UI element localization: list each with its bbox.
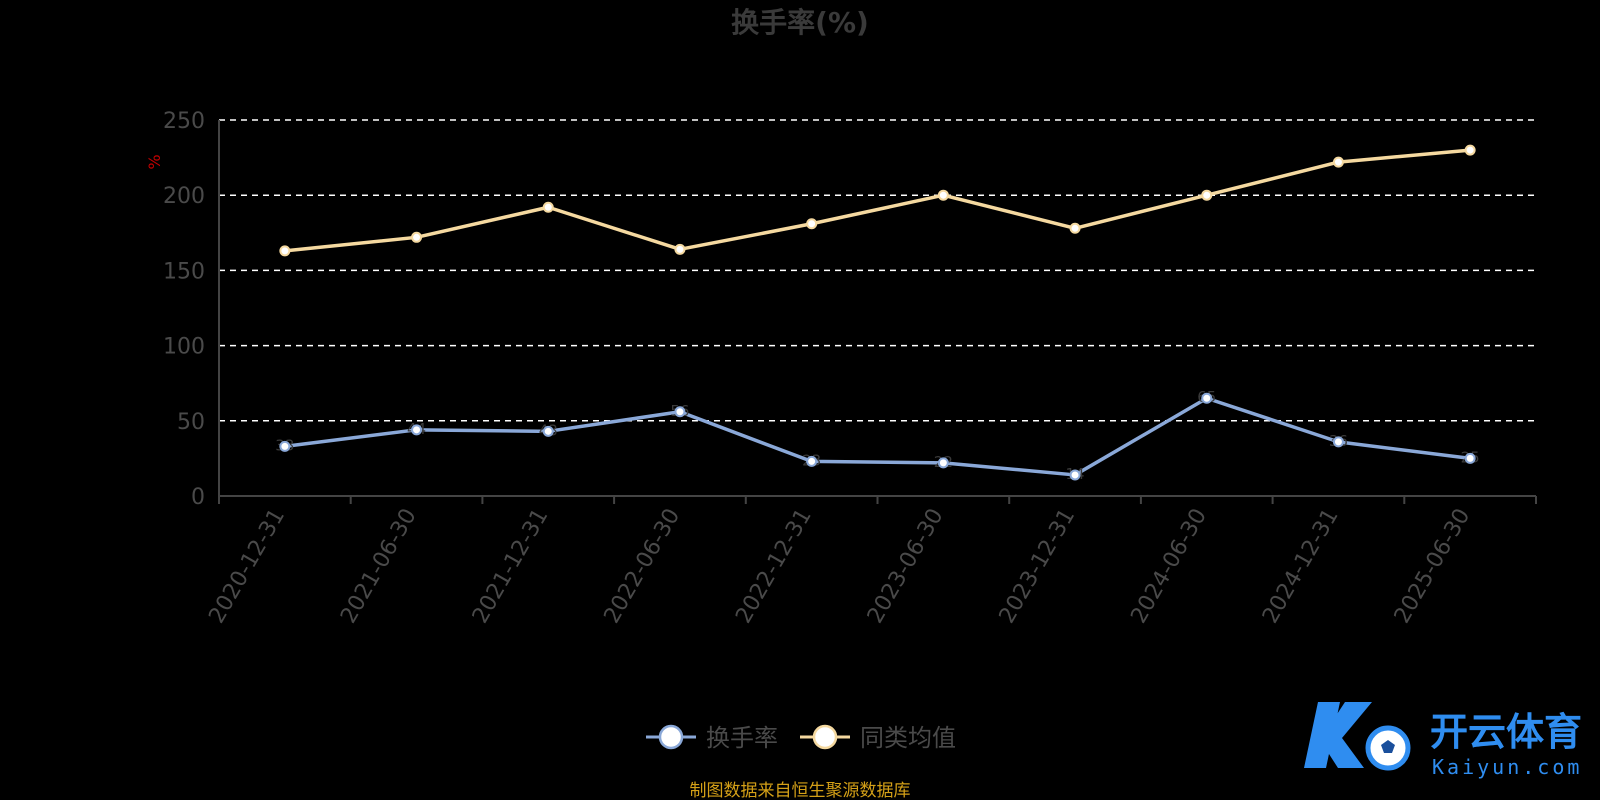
x-tick-label: 2023-06-30	[863, 505, 949, 628]
y-tick-label: 0	[191, 485, 205, 510]
y-axis-ticks: 0 50 100 150 200 250	[163, 109, 205, 510]
data-point[interactable]	[937, 189, 949, 201]
source-note: 制图数据来自恒生聚源数据库	[690, 781, 911, 800]
data-point[interactable]	[411, 424, 423, 436]
data-point[interactable]	[806, 218, 818, 230]
legend-marker	[658, 724, 684, 750]
y-tick-label: 200	[163, 184, 205, 209]
data-point[interactable]	[1201, 189, 1213, 201]
series-line	[284, 396, 1471, 477]
data-point[interactable]	[1069, 222, 1081, 234]
series-layer: 33444356232214653625	[275, 144, 1480, 483]
legend: 换手率 同类均值	[646, 724, 956, 752]
y-tick-label: 150	[163, 259, 205, 284]
y-axis-unit: %	[145, 154, 164, 169]
watermark-main-text: 开云体育	[1430, 710, 1582, 754]
data-point[interactable]	[1201, 392, 1213, 404]
y-tick-label: 250	[163, 109, 205, 134]
x-tick-label: 2021-12-31	[468, 505, 554, 628]
data-point[interactable]	[806, 455, 818, 467]
legend-item[interactable]: 换手率	[646, 724, 778, 752]
data-point[interactable]	[542, 425, 554, 437]
x-tick-label: 2024-12-31	[1258, 505, 1344, 628]
data-point[interactable]	[1332, 436, 1344, 448]
data-point[interactable]	[674, 406, 686, 418]
y-tick-label: 100	[163, 335, 205, 360]
legend-label: 换手率	[706, 724, 778, 752]
x-tick-label: 2020-12-31	[204, 505, 290, 628]
x-tick-label: 2022-12-31	[731, 505, 817, 628]
data-point[interactable]	[279, 440, 291, 452]
data-point[interactable]	[542, 201, 554, 213]
data-point[interactable]	[411, 231, 423, 243]
data-point[interactable]	[1069, 469, 1081, 481]
x-axis-ticks: 2020-12-31 2021-06-30 2021-12-31 2022-06-30…	[204, 496, 1537, 628]
legend-marker	[812, 724, 838, 750]
logo-k-icon	[1304, 702, 1372, 768]
x-tick-label: 2021-06-30	[336, 505, 422, 628]
data-point[interactable]	[937, 457, 949, 469]
series-line	[284, 148, 1471, 253]
x-tick-label: 2024-06-30	[1126, 505, 1212, 628]
data-point[interactable]	[674, 243, 686, 255]
legend-item[interactable]: 同类均值	[800, 724, 956, 752]
data-point[interactable]	[1464, 144, 1476, 156]
data-point[interactable]	[1464, 452, 1476, 464]
series-group: 33444356232214653625	[275, 388, 1479, 483]
data-point[interactable]	[279, 245, 291, 257]
x-tick-label: 2023-12-31	[995, 505, 1081, 628]
legend-label: 同类均值	[860, 724, 956, 752]
watermark-logo: 开云体育 Kaiyun.com	[1304, 702, 1582, 779]
x-tick-label: 2025-06-30	[1390, 505, 1476, 628]
x-tick-label: 2022-06-30	[600, 505, 686, 628]
watermark-sub-text: Kaiyun.com	[1432, 755, 1582, 779]
series-group	[279, 144, 1476, 257]
data-point[interactable]	[1332, 156, 1344, 168]
y-tick-label: 50	[177, 410, 205, 435]
chart-title: 换手率(%)	[731, 6, 869, 39]
